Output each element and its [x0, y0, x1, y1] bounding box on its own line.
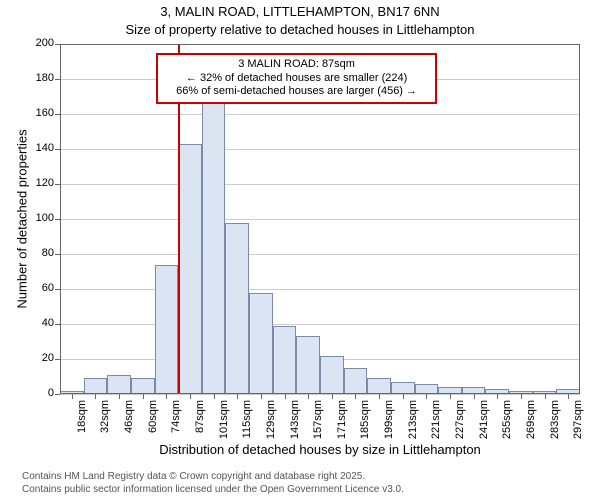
y-tick-mark	[55, 394, 60, 395]
x-tick-label: 185sqm	[359, 400, 371, 460]
x-tick-label: 46sqm	[123, 400, 135, 460]
y-tick-label: 20	[14, 352, 54, 364]
x-tick-mark	[355, 394, 356, 399]
x-tick-label: 32sqm	[99, 400, 111, 460]
footer-line-2: Contains public sector information licen…	[22, 484, 404, 497]
chart-title-address: 3, MALIN ROAD, LITTLEHAMPTON, BN17 6NN	[0, 4, 600, 19]
y-tick-label: 100	[14, 212, 54, 224]
x-tick-label: 171sqm	[336, 400, 348, 460]
x-tick-label: 129sqm	[265, 400, 277, 460]
x-tick-mark	[95, 394, 96, 399]
y-tick-label: 200	[14, 37, 54, 49]
y-tick-label: 160	[14, 107, 54, 119]
gridline	[60, 394, 580, 395]
x-tick-label: 221sqm	[430, 400, 442, 460]
x-tick-mark	[403, 394, 404, 399]
y-tick-mark	[55, 44, 60, 45]
plot-area: 3 MALIN ROAD: 87sqm← 32% of detached hou…	[60, 44, 580, 394]
y-tick-mark	[55, 114, 60, 115]
x-tick-label: 241sqm	[478, 400, 490, 460]
plot-border	[60, 44, 580, 394]
x-tick-mark	[308, 394, 309, 399]
x-tick-mark	[545, 394, 546, 399]
x-tick-mark	[190, 394, 191, 399]
y-tick-mark	[55, 219, 60, 220]
x-tick-label: 101sqm	[218, 400, 230, 460]
x-tick-mark	[379, 394, 380, 399]
y-tick-label: 80	[14, 247, 54, 259]
x-tick-mark	[332, 394, 333, 399]
x-tick-mark	[521, 394, 522, 399]
x-tick-label: 115sqm	[241, 400, 253, 460]
x-tick-label: 269sqm	[525, 400, 537, 460]
x-tick-label: 297sqm	[572, 400, 584, 460]
x-tick-mark	[426, 394, 427, 399]
y-tick-mark	[55, 79, 60, 80]
footer-attribution: Contains HM Land Registry data © Crown c…	[22, 471, 404, 496]
y-tick-label: 60	[14, 282, 54, 294]
chart-subtitle: Size of property relative to detached ho…	[0, 22, 600, 37]
x-tick-label: 60sqm	[147, 400, 159, 460]
x-tick-label: 255sqm	[501, 400, 513, 460]
y-tick-mark	[55, 149, 60, 150]
y-tick-label: 120	[14, 177, 54, 189]
x-tick-label: 283sqm	[549, 400, 561, 460]
footer-line-1: Contains HM Land Registry data © Crown c…	[22, 471, 404, 484]
x-tick-mark	[285, 394, 286, 399]
x-tick-mark	[119, 394, 120, 399]
x-tick-label: 74sqm	[170, 400, 182, 460]
y-tick-mark	[55, 289, 60, 290]
x-tick-mark	[72, 394, 73, 399]
x-tick-mark	[261, 394, 262, 399]
x-tick-mark	[143, 394, 144, 399]
x-tick-mark	[474, 394, 475, 399]
x-tick-label: 157sqm	[312, 400, 324, 460]
x-tick-mark	[568, 394, 569, 399]
x-tick-label: 87sqm	[194, 400, 206, 460]
x-tick-label: 227sqm	[454, 400, 466, 460]
x-tick-mark	[450, 394, 451, 399]
x-tick-label: 18sqm	[76, 400, 88, 460]
x-tick-label: 143sqm	[289, 400, 301, 460]
y-tick-label: 180	[14, 72, 54, 84]
x-tick-mark	[214, 394, 215, 399]
y-tick-label: 40	[14, 317, 54, 329]
chart-container: { "header": { "address_line": "3, MALIN …	[0, 0, 600, 500]
y-tick-mark	[55, 359, 60, 360]
y-tick-mark	[55, 184, 60, 185]
x-tick-mark	[166, 394, 167, 399]
y-tick-label: 0	[14, 387, 54, 399]
y-tick-mark	[55, 254, 60, 255]
x-tick-mark	[497, 394, 498, 399]
x-tick-mark	[237, 394, 238, 399]
y-tick-label: 140	[14, 142, 54, 154]
x-tick-label: 199sqm	[383, 400, 395, 460]
y-tick-mark	[55, 324, 60, 325]
x-tick-label: 213sqm	[407, 400, 419, 460]
